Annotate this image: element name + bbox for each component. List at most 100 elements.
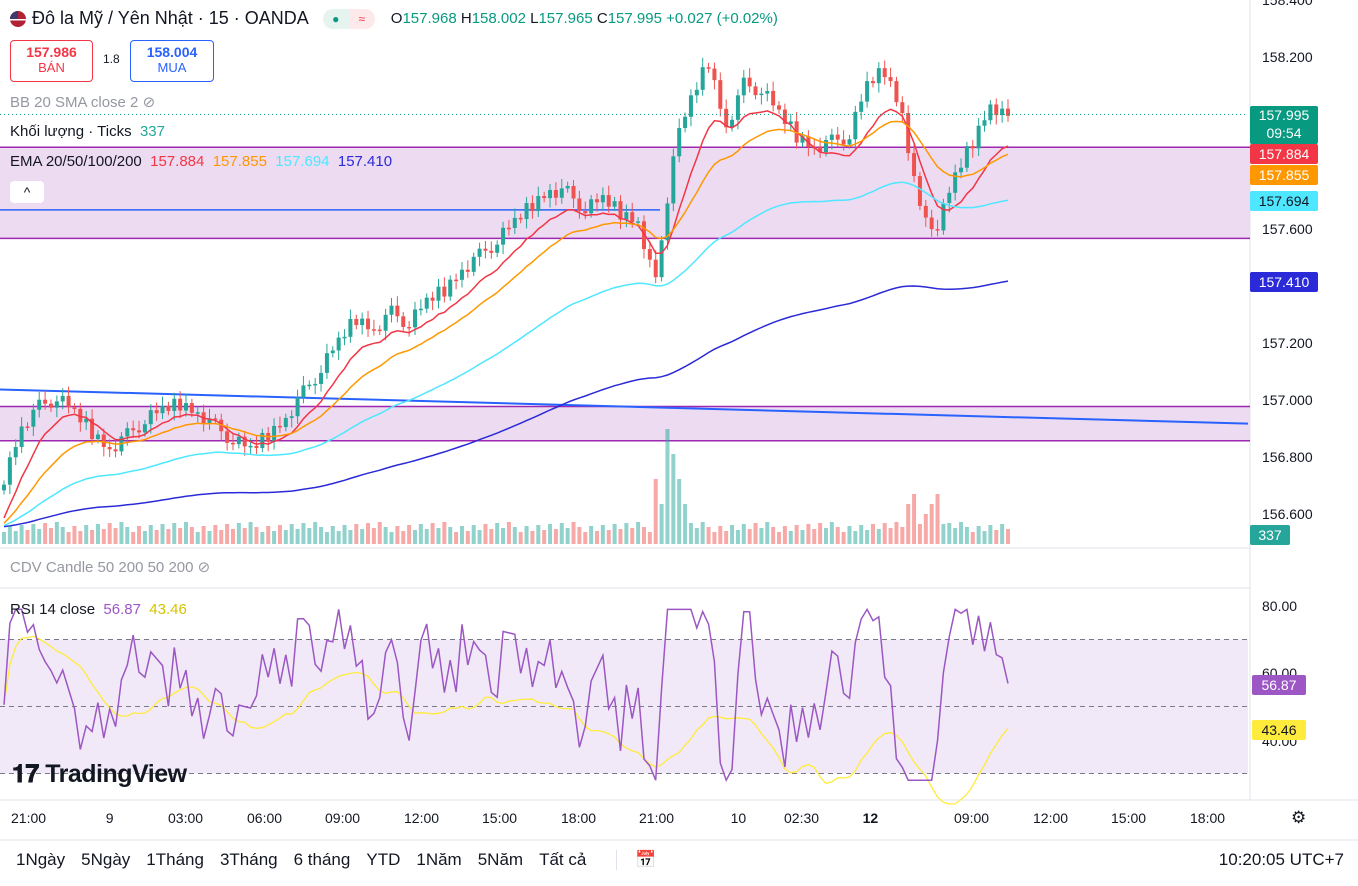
volume-bar xyxy=(48,528,53,544)
range-5y[interactable]: 5Năm xyxy=(477,850,524,869)
volume-bar xyxy=(178,528,183,544)
volume-bar xyxy=(800,530,805,544)
candle-body xyxy=(506,227,511,230)
date-range-calendar-icon[interactable]: 📅 xyxy=(616,850,657,870)
chevron-up-icon: ^ xyxy=(23,184,31,200)
volume-bar xyxy=(577,527,582,544)
hidden-eye-icon[interactable]: ⊘ xyxy=(197,559,211,576)
candle-body xyxy=(818,147,823,153)
candle-body xyxy=(166,405,171,411)
candle-body xyxy=(888,77,893,82)
range-1m[interactable]: 1Tháng xyxy=(146,850,204,869)
ema-indicator[interactable]: EMA 20/50/100/200 157.884 157.855 157.69… xyxy=(10,153,393,170)
candle-body xyxy=(242,436,247,447)
tv-logo-icon: 𝟏𝟕 xyxy=(12,760,39,788)
volume-bar xyxy=(694,528,699,544)
sell-button[interactable]: 157.986 BÁN xyxy=(10,40,93,82)
volume-bar xyxy=(283,530,288,544)
trendline xyxy=(0,388,1249,425)
volume-bar xyxy=(636,522,641,544)
volume-bar xyxy=(906,504,911,544)
volume-bar xyxy=(236,523,241,544)
time-tick: 18:00 xyxy=(1190,810,1226,826)
candle-body xyxy=(865,81,870,102)
symbol-header[interactable]: Đô la Mỹ / Yên Nhật · 15 · OANDA ● ≈ O15… xyxy=(10,8,778,29)
time-tick: 09:00 xyxy=(325,810,361,826)
candle-body xyxy=(489,250,494,253)
candle-body xyxy=(841,139,846,145)
hidden-eye-icon[interactable]: ⊘ xyxy=(142,94,156,111)
volume-bar xyxy=(78,531,83,544)
candle-body xyxy=(230,442,235,445)
clock[interactable]: 10:20:05 UTC+7 xyxy=(1218,850,1344,869)
volume-bar xyxy=(542,530,547,544)
market-status[interactable]: ● ≈ xyxy=(322,8,375,29)
candle-body xyxy=(277,425,282,428)
bb-indicator[interactable]: BB 20 SMA close 2 ⊘ xyxy=(10,94,156,111)
cdv-indicator[interactable]: CDV Candle 50 200 50 200 ⊘ xyxy=(10,559,211,576)
volume-bar xyxy=(759,528,764,544)
candle-body xyxy=(530,203,535,212)
time-tick: 15:00 xyxy=(1111,810,1147,826)
volume-bar xyxy=(794,525,799,544)
range-5d[interactable]: 5Ngày xyxy=(81,850,131,869)
candle-body xyxy=(553,189,558,198)
candle-body xyxy=(771,90,776,106)
volume-bar xyxy=(25,530,30,544)
candle-body xyxy=(107,447,112,450)
settings-gear-icon[interactable]: ⚙ xyxy=(1291,808,1307,827)
volume-bar xyxy=(765,522,770,544)
candle-body xyxy=(970,146,975,149)
candle-body xyxy=(829,134,834,140)
candle-body xyxy=(823,139,828,153)
volume-bar xyxy=(882,523,887,544)
candle-body xyxy=(647,249,652,260)
range-3m[interactable]: 3Tháng xyxy=(219,850,278,869)
volume-bar xyxy=(225,524,230,544)
volume-bar xyxy=(835,527,840,544)
volume-bar xyxy=(630,528,635,544)
symbol-title[interactable]: Đô la Mỹ / Yên Nhật · 15 · OANDA xyxy=(32,8,309,28)
candle-body xyxy=(565,185,570,189)
approx-icon: ≈ xyxy=(348,8,375,29)
volume-bar xyxy=(489,529,494,544)
range-1d[interactable]: 1Ngày xyxy=(16,850,66,869)
candle-body xyxy=(2,484,6,491)
volume-bar xyxy=(471,525,476,544)
range-6m[interactable]: 6 tháng xyxy=(293,850,351,869)
candle-body xyxy=(131,428,136,431)
volume-bar xyxy=(888,528,893,544)
volume-bar xyxy=(137,526,142,544)
ema100-line xyxy=(3,181,1009,527)
volume-bar xyxy=(219,530,224,544)
candle-body xyxy=(43,399,48,404)
volume-bar xyxy=(647,532,652,544)
volume-bar xyxy=(13,531,18,544)
volume-indicator[interactable]: Khối lượng · Ticks 337 xyxy=(10,123,165,140)
candle-body xyxy=(906,113,911,154)
buy-button[interactable]: 158.004 MUA xyxy=(130,40,214,82)
candle-body xyxy=(677,128,682,157)
ema20-price-label: 157.884 xyxy=(1250,144,1318,164)
timeframe-bar: 1Ngày 5Ngày 1Tháng 3Tháng 6 tháng YTD 1N… xyxy=(0,840,1358,880)
candle-body xyxy=(917,176,922,206)
candle-body xyxy=(148,410,153,425)
range-ytd[interactable]: YTD xyxy=(366,850,401,869)
candle-body xyxy=(236,436,241,445)
time-tick: 10 xyxy=(730,810,747,826)
candle-body xyxy=(412,309,417,328)
candle-body xyxy=(195,412,200,414)
collapse-legend-button[interactable]: ^ xyxy=(10,181,44,203)
volume-bar xyxy=(501,528,506,544)
candle-body xyxy=(559,188,564,198)
volume-bar xyxy=(724,531,729,544)
price-tick: 157.200 xyxy=(1262,335,1313,351)
rsi-indicator[interactable]: RSI 14 close 56.87 43.46 xyxy=(10,601,187,618)
volume-bar xyxy=(148,525,153,544)
candle-body xyxy=(377,329,382,332)
candle-body xyxy=(577,198,582,212)
candle-body xyxy=(501,227,506,245)
range-all[interactable]: Tất cả xyxy=(539,850,587,869)
range-1y[interactable]: 1Năm xyxy=(416,850,462,869)
